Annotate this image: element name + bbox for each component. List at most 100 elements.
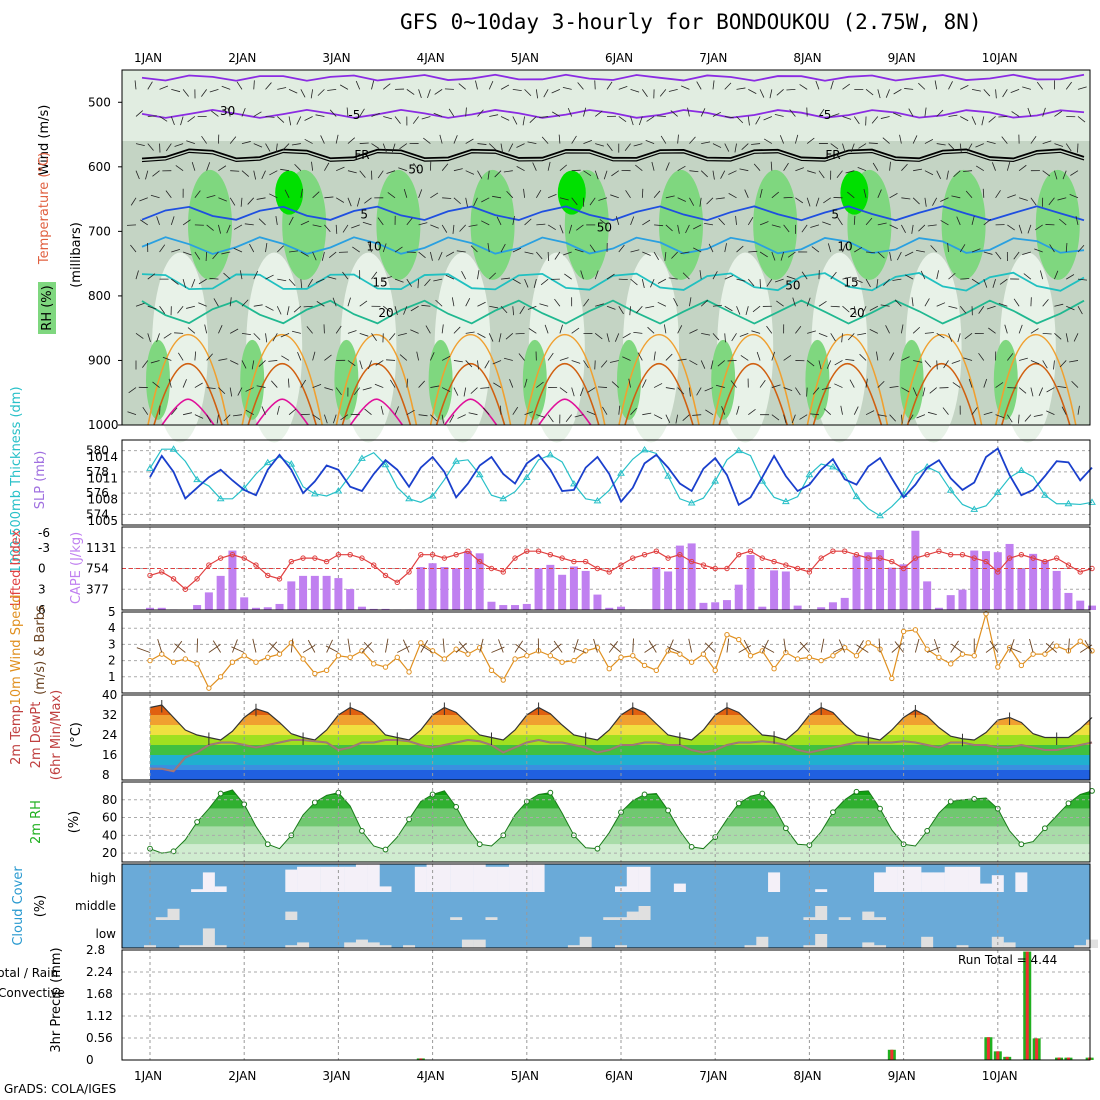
- lifted-index-marker: [853, 551, 860, 558]
- wind-barb: [559, 224, 564, 234]
- wind-speed-marker: [453, 646, 459, 652]
- cloud-bar: [615, 945, 627, 948]
- wind-barb: [924, 332, 934, 334]
- wind-barb: [657, 278, 667, 284]
- wind-barb: [465, 138, 474, 144]
- wind-barb: [481, 220, 490, 226]
- rh-saturated: [275, 170, 304, 215]
- wind-barb: [1070, 170, 1079, 176]
- wind-barb: [292, 330, 301, 334]
- wind-barb: [1046, 410, 1055, 416]
- wind-barb: [908, 108, 914, 117]
- cloud-bar: [956, 866, 969, 892]
- cloud-bar: [297, 942, 310, 948]
- isotherm-label: 15: [843, 276, 858, 290]
- wind-barb: [470, 245, 478, 253]
- wind-barb: [394, 306, 398, 316]
- wind-barb: [390, 379, 396, 388]
- lifted-index-marker: [877, 555, 883, 561]
- wind-barb: [241, 360, 247, 369]
- wind-barb: [594, 270, 599, 280]
- lifted-index-marker: [889, 558, 895, 565]
- wind-barb: [967, 143, 973, 152]
- rh2m-marker: [476, 841, 483, 848]
- wind-barb: [300, 251, 309, 257]
- wind-barb: [269, 170, 278, 176]
- wind-barb: [568, 224, 573, 234]
- wind-barb: [253, 143, 263, 148]
- rh2m-marker: [877, 805, 883, 812]
- wind-barb: [712, 333, 720, 341]
- date-label-top: 2JAN: [228, 51, 256, 65]
- cloud-bar: [450, 864, 463, 892]
- wind-barb: [277, 116, 285, 123]
- thickness-axis-label: 1000-500mb Thickness (dm): [9, 386, 24, 573]
- wind-barb: [598, 197, 608, 201]
- wind-barb: [751, 143, 761, 145]
- cape-bar: [381, 608, 390, 610]
- wind10-barb: [385, 638, 389, 653]
- wind-barb: [180, 116, 184, 126]
- wind-barb: [241, 107, 246, 117]
- wind-barb: [494, 170, 502, 178]
- wind-barb: [660, 135, 667, 144]
- cloud-bar: [768, 872, 781, 892]
- wind-barb: [830, 271, 837, 280]
- cape-bar: [1076, 600, 1085, 610]
- lifted-index-line: [149, 550, 1093, 591]
- cloud-bar: [355, 864, 368, 892]
- wind-barb: [1075, 216, 1079, 225]
- cape-bar: [911, 530, 920, 610]
- wind-barb: [421, 304, 431, 307]
- rh-moist-blob: [753, 169, 798, 280]
- wind-barb: [1002, 89, 1008, 98]
- precip-tick: 0: [86, 1053, 94, 1067]
- wind-barb: [1059, 360, 1067, 368]
- cape-bar: [664, 571, 673, 610]
- wind-barb: [675, 414, 679, 424]
- wind-barb: [253, 80, 255, 90]
- date-label-top: 5JAN: [511, 51, 539, 65]
- wind-barb: [1011, 111, 1020, 117]
- wind-barb: [574, 248, 584, 253]
- wind-tick: 4: [108, 621, 116, 635]
- wind-barb: [253, 304, 263, 307]
- wind-barb: [606, 305, 616, 310]
- cloud-bar: [838, 917, 851, 920]
- wind-barb: [865, 378, 868, 388]
- wind-barb: [461, 270, 467, 280]
- lifted-index-marker: [241, 555, 247, 561]
- isotherm-line: [141, 205, 1085, 222]
- wind-barb: [663, 324, 667, 334]
- wind10-barb: [347, 638, 351, 653]
- wind-barb: [213, 298, 219, 307]
- wind-barb: [312, 191, 320, 199]
- cloud-bar: [567, 945, 580, 948]
- wind-speed-marker: [688, 659, 695, 665]
- wind-barb: [522, 116, 525, 126]
- wind-barb: [901, 387, 910, 393]
- wind10-barb: [799, 641, 810, 653]
- isotherm-label: 5: [360, 207, 368, 221]
- wind-barb: [630, 116, 634, 126]
- wind-barb: [892, 278, 902, 281]
- wind-speed-marker: [194, 661, 200, 667]
- cloud-bar: [450, 917, 463, 920]
- wind-barb: [399, 354, 408, 361]
- wind-barb: [769, 89, 773, 99]
- slp-axis-label: SLP (mb): [33, 451, 48, 510]
- cape-bar: [416, 567, 425, 610]
- wind-tick: 1: [108, 670, 116, 684]
- wind-barb: [536, 251, 543, 260]
- wind-barb: [842, 276, 852, 280]
- wind-barb: [315, 114, 325, 117]
- wind-barb: [559, 387, 568, 394]
- wind-barb: [528, 328, 537, 334]
- lifted-index-marker: [300, 555, 306, 561]
- rh-bands: [150, 790, 1090, 862]
- wind-barb: [995, 414, 1005, 419]
- wind-barb: [763, 138, 773, 144]
- cape-bar: [546, 564, 555, 610]
- wind-barb: [866, 251, 876, 254]
- cloud-bar: [944, 866, 957, 892]
